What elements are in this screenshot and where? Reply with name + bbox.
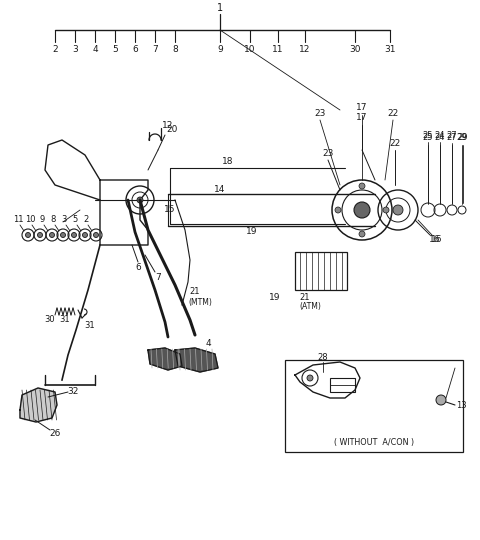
Text: 14: 14 [214,186,226,194]
Text: 25: 25 [423,131,433,139]
Circle shape [83,233,87,238]
Text: 19: 19 [269,294,281,302]
Text: 10: 10 [25,215,35,225]
Text: 30: 30 [349,45,361,55]
Text: 4: 4 [92,45,98,55]
Text: 11: 11 [272,45,284,55]
Text: 3: 3 [61,215,67,225]
Text: 22: 22 [389,138,401,147]
Circle shape [60,233,65,238]
Text: 27: 27 [447,133,457,143]
Circle shape [335,207,341,213]
Text: 4: 4 [205,340,211,348]
Text: 31: 31 [84,321,96,329]
Text: 8: 8 [172,45,178,55]
Text: 10: 10 [244,45,256,55]
Text: 19: 19 [246,227,258,237]
Text: 12: 12 [300,45,311,55]
Text: 22: 22 [387,109,398,118]
Text: 28: 28 [318,354,328,362]
Polygon shape [175,348,218,372]
Circle shape [307,375,313,381]
Circle shape [49,233,55,238]
Bar [295,252,347,290]
Text: 23: 23 [322,148,334,158]
Circle shape [94,233,98,238]
Text: 26: 26 [49,429,60,437]
Polygon shape [20,388,57,422]
Text: 3: 3 [72,45,78,55]
Text: 21: 21 [190,287,200,296]
Circle shape [137,197,143,203]
Text: 7: 7 [155,273,161,281]
Text: 6: 6 [132,45,138,55]
Circle shape [25,233,31,238]
Text: 17: 17 [356,104,368,112]
Text: 16: 16 [431,235,443,245]
Text: 31: 31 [384,45,396,55]
Text: 5: 5 [72,215,78,225]
Text: 9: 9 [217,45,223,55]
Text: 29: 29 [458,133,468,143]
Text: 6: 6 [135,264,141,273]
Text: 15: 15 [164,206,176,214]
Text: 2: 2 [84,215,89,225]
Text: (MTM): (MTM) [188,298,212,307]
Circle shape [72,233,76,238]
Circle shape [383,207,389,213]
Text: 20: 20 [166,125,178,134]
Text: 8: 8 [50,215,56,225]
Polygon shape [148,348,182,370]
Text: 23: 23 [314,109,326,118]
Circle shape [436,395,446,405]
Bar [285,360,463,452]
Bar [330,378,355,392]
Text: 12: 12 [162,120,174,130]
Text: 24: 24 [435,133,445,143]
Text: 7: 7 [152,45,158,55]
Text: 24: 24 [435,131,445,139]
Text: 1: 1 [217,3,223,13]
Text: 25: 25 [423,133,433,143]
Circle shape [393,205,403,215]
Text: 13: 13 [456,401,466,409]
Text: 2: 2 [52,45,58,55]
Text: 9: 9 [39,215,45,225]
Text: 32: 32 [67,387,79,395]
Text: 5: 5 [112,45,118,55]
Circle shape [354,202,370,218]
Circle shape [359,231,365,237]
Text: 21: 21 [300,294,310,302]
Text: ( WITHOUT  A/CON ): ( WITHOUT A/CON ) [334,437,414,447]
Text: 29: 29 [457,133,467,143]
Text: 30: 30 [45,315,55,325]
Text: 27: 27 [447,132,457,140]
Text: 11: 11 [13,215,23,225]
Text: 16: 16 [429,235,441,245]
Text: 18: 18 [222,158,234,166]
Text: 17: 17 [356,113,368,123]
Circle shape [359,183,365,189]
Text: 31: 31 [60,315,70,325]
Circle shape [37,233,43,238]
Text: (ATM): (ATM) [299,302,321,312]
